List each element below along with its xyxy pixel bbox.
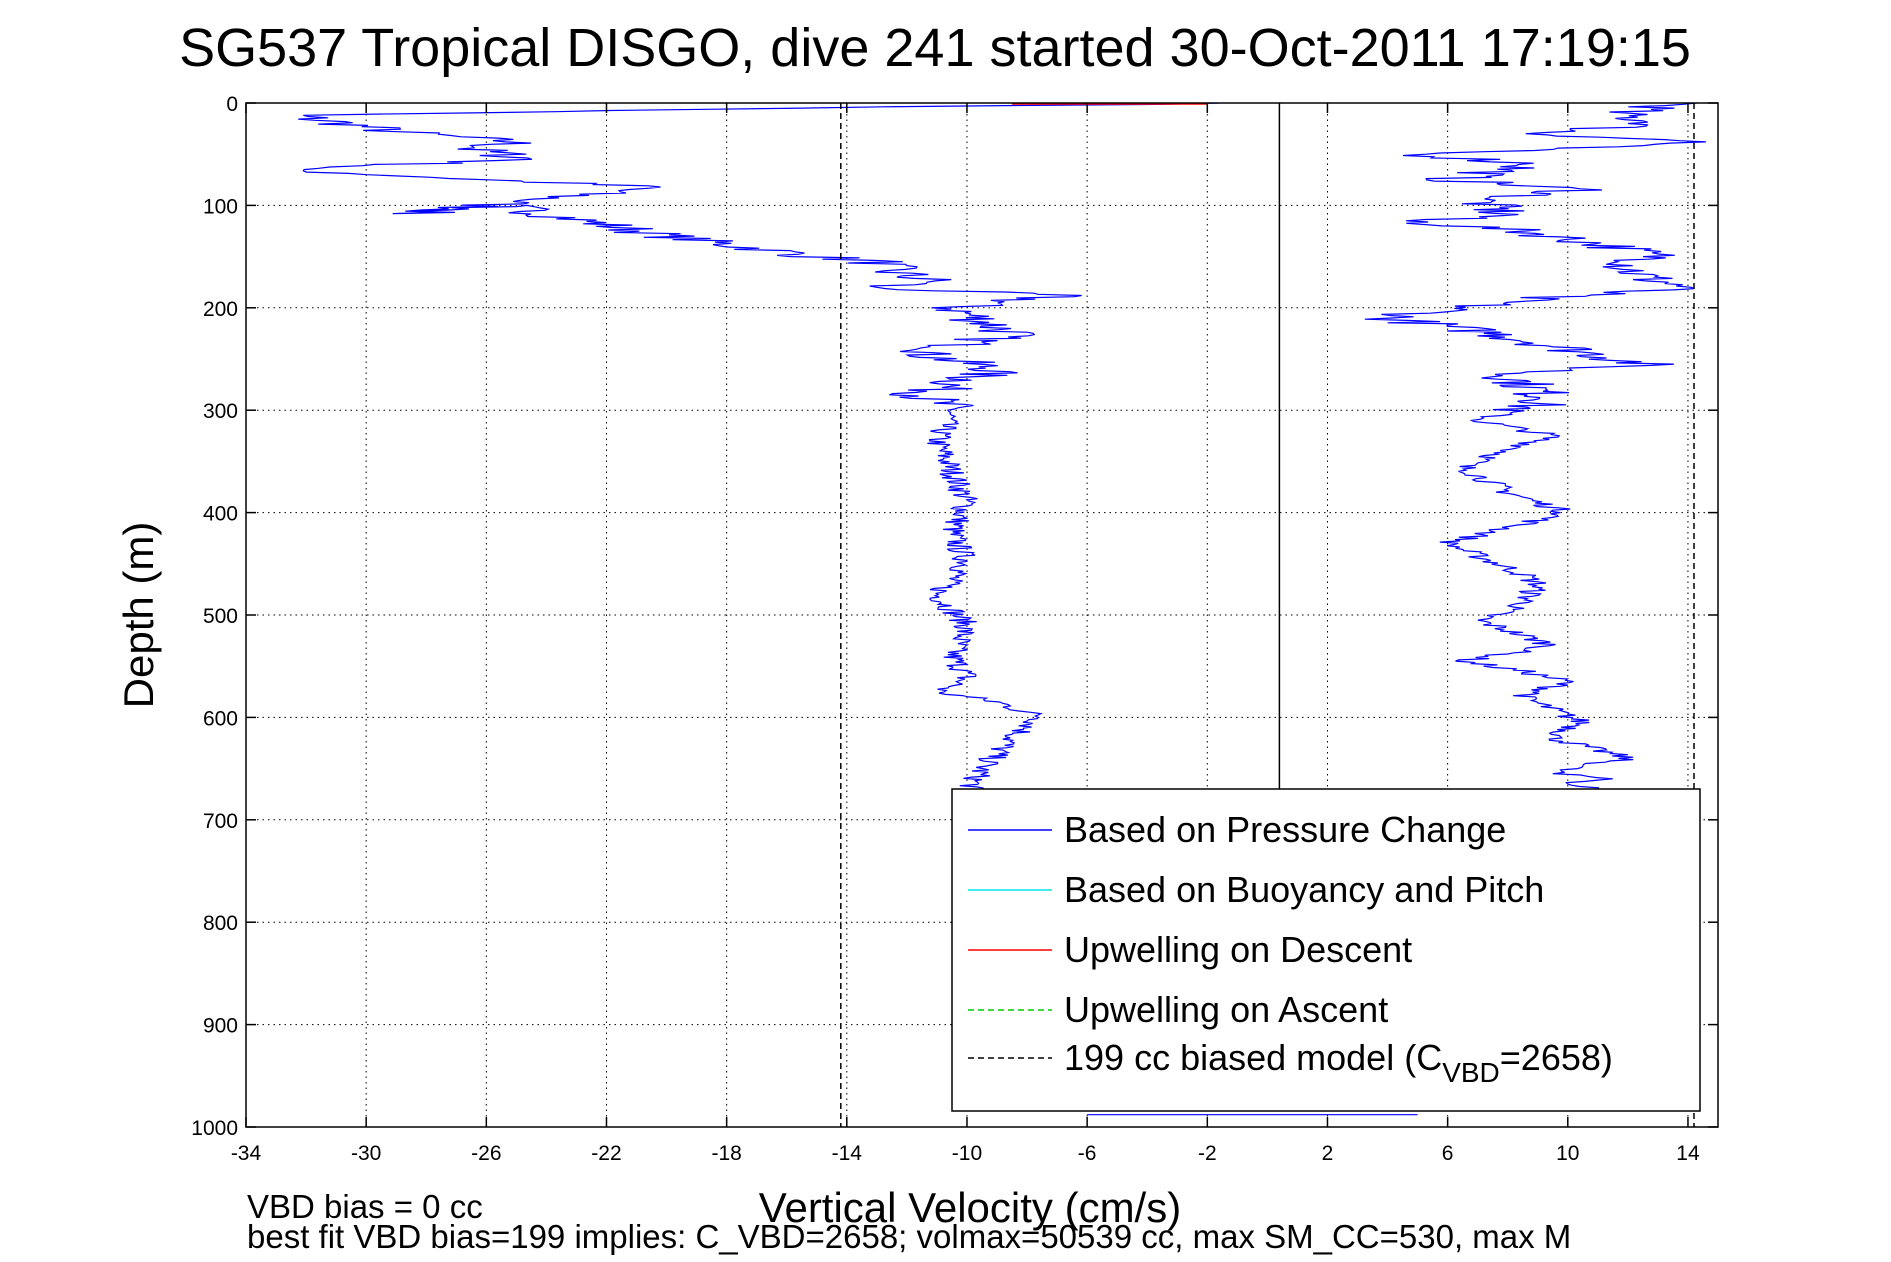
y-tick-label: 100	[203, 195, 238, 218]
legend-label-subscript: VBD	[1442, 1057, 1500, 1088]
bias-note: VBD bias = 0 cc	[247, 1188, 483, 1225]
legend-label: Upwelling on Ascent	[1064, 989, 1388, 1030]
series-line-descent	[298, 103, 1220, 795]
y-tick-label: 0	[226, 93, 238, 116]
legend-label: Based on Pressure Change	[1064, 809, 1506, 850]
legend-label: 199 cc biased model (CVBD=2658)	[1064, 1037, 1613, 1088]
best-fit-note: best fit VBD bias=199 implies: C_VBD=265…	[247, 1218, 1571, 1255]
y-axis-label: Depth (m)	[115, 522, 162, 709]
legend-label: Upwelling on Descent	[1064, 929, 1412, 970]
tick-marks	[245, 102, 1718, 1128]
y-tick-label: 600	[203, 707, 238, 730]
y-tick-label: 300	[203, 400, 238, 423]
x-tick-label: -14	[832, 1142, 863, 1165]
x-tick-label: -26	[471, 1142, 501, 1165]
y-tick-label: 400	[203, 503, 238, 526]
y-tick-label: 900	[203, 1015, 238, 1038]
x-tick-label: 6	[1442, 1142, 1454, 1165]
x-tick-label: -2	[1198, 1142, 1217, 1165]
y-tick-label: 200	[203, 298, 238, 321]
x-tick-label: -22	[591, 1142, 621, 1165]
series-line-ascent	[1364, 103, 1706, 790]
legend-label-end: =2658)	[1500, 1037, 1613, 1078]
x-tick-labels: -34 -30 -26 -22 -18 -14 -10 -6 -2 2 6 10 14	[231, 1142, 1700, 1165]
legend: Based on Pressure Change Based on Buoyanc…	[951, 788, 1701, 1112]
x-tick-label: -34	[231, 1142, 262, 1165]
x-tick-label: 2	[1322, 1142, 1334, 1165]
chart-title: SG537 Tropical DISGO, dive 241 started 3…	[179, 18, 1691, 78]
legend-box	[951, 788, 1701, 1112]
legend-label: Based on Buoyancy and Pitch	[1064, 869, 1544, 910]
y-tick-label: 1000	[191, 1117, 238, 1140]
legend-label-main: 199 cc biased model (C	[1064, 1037, 1442, 1078]
x-tick-label: -6	[1078, 1142, 1097, 1165]
y-tick-label: 500	[203, 605, 238, 628]
y-tick-label: 800	[203, 912, 238, 935]
y-tick-labels: 0 100 200 300 400 500 600 700 800 900 1000	[191, 93, 238, 1140]
x-tick-label: 14	[1676, 1142, 1700, 1165]
x-tick-label: 10	[1556, 1142, 1579, 1165]
x-tick-label: -10	[952, 1142, 982, 1165]
y-tick-label: 700	[203, 810, 238, 833]
x-tick-label: -30	[351, 1142, 381, 1165]
x-tick-label: -18	[711, 1142, 741, 1165]
x-axis-label: Vertical Velocity (cm/s)	[759, 1184, 1181, 1231]
